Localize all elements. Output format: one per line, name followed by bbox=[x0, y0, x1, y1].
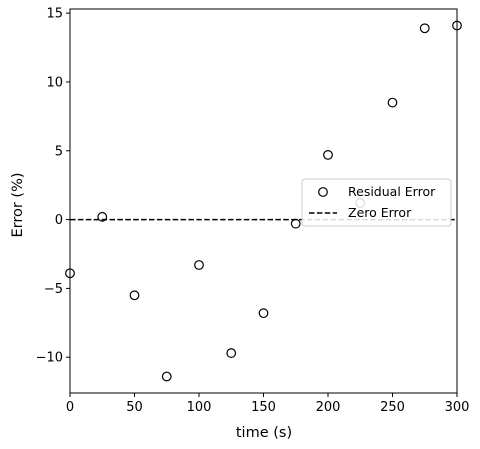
axis-ticks: 0 50 100 150 200 250 300 −10 −5 0 5 10 15 bbox=[36, 7, 470, 415]
residual-error-point bbox=[194, 260, 204, 270]
legend-marker-residual-error bbox=[318, 187, 328, 197]
x-tick-label: 250 bbox=[380, 400, 405, 415]
residual-points bbox=[65, 20, 462, 382]
legend-label-residual-error: Residual Error bbox=[348, 184, 436, 199]
x-tick-label: 50 bbox=[126, 400, 143, 415]
residual-error-point bbox=[419, 23, 430, 34]
x-tick-label: 200 bbox=[316, 400, 341, 415]
residual-error-point bbox=[387, 97, 398, 108]
x-tick-label: 150 bbox=[251, 400, 276, 415]
y-tick-label: −10 bbox=[36, 351, 63, 366]
residual-error-point bbox=[323, 149, 333, 160]
residual-error-point bbox=[258, 308, 269, 319]
residual-error-point bbox=[161, 371, 172, 382]
x-axis-label: time (s) bbox=[236, 425, 292, 441]
y-tick-label: 0 bbox=[55, 213, 63, 228]
residual-error-point bbox=[97, 211, 108, 222]
legend: Residual Error Zero Error bbox=[301, 178, 452, 227]
y-tick-label: 10 bbox=[46, 75, 63, 90]
y-axis-label: Error (%) bbox=[10, 172, 26, 237]
plot-frame bbox=[69, 8, 458, 394]
x-tick-label: 300 bbox=[445, 400, 470, 415]
y-tick-label: 15 bbox=[46, 7, 63, 22]
x-tick-label: 0 bbox=[66, 400, 74, 415]
residual-error-point bbox=[290, 218, 301, 229]
legend-box bbox=[301, 178, 452, 227]
legend-label-zero-error: Zero Error bbox=[348, 205, 412, 220]
y-tick-label: −5 bbox=[44, 282, 63, 297]
x-tick-label: 100 bbox=[187, 400, 212, 415]
residual-error-point bbox=[129, 290, 140, 301]
y-tick-label: 5 bbox=[55, 144, 63, 159]
residual-error-point bbox=[226, 348, 237, 358]
